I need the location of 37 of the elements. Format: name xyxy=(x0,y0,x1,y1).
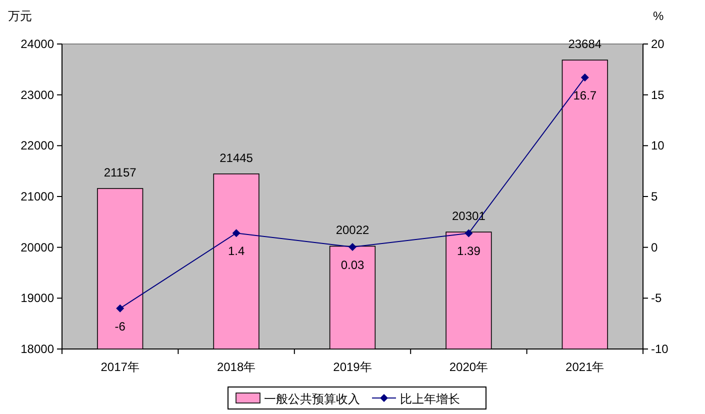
data-label: 21157 xyxy=(104,166,137,180)
point xyxy=(464,229,473,238)
y2-tick-label: 0 xyxy=(651,240,658,254)
y2-tick-label: 20 xyxy=(651,37,665,51)
y-tick-label: 21000 xyxy=(20,190,54,204)
y-tick-label: 19000 xyxy=(20,291,54,306)
data-label: 1.39 xyxy=(457,244,481,258)
y-tick-label: 20000 xyxy=(20,240,54,254)
data-label: 0.03 xyxy=(340,258,364,272)
data-label: 21445 xyxy=(220,150,254,165)
y2-axis-title: % xyxy=(653,9,664,23)
data-label: 1.4 xyxy=(228,244,245,258)
data-label: 23684 xyxy=(568,37,602,52)
y2-tick-label: -10 xyxy=(651,342,669,356)
point xyxy=(116,304,124,312)
legend-label: 比上年增长 xyxy=(400,392,460,406)
y2-tick-label: 10 xyxy=(651,138,665,153)
y2-tick-label: 5 xyxy=(651,190,658,204)
x-tick-label: 2019年 xyxy=(333,360,372,374)
y-tick-label: 22000 xyxy=(20,138,54,153)
x-tick-label: 2020年 xyxy=(449,360,488,374)
y-axis-title: 万元 xyxy=(8,9,32,23)
y-tick-label: 24000 xyxy=(20,37,54,51)
data-label: -6 xyxy=(114,319,126,334)
x-tick-label: 2018年 xyxy=(216,360,256,374)
y2-tick-label: 15 xyxy=(651,88,665,102)
y-tick-label: 23000 xyxy=(20,88,54,102)
y2-tick-label: -5 xyxy=(651,291,662,306)
point xyxy=(348,243,356,252)
data-label: 16.7 xyxy=(573,88,597,103)
data-label: 20022 xyxy=(336,223,370,238)
x-tick-label: 2021年 xyxy=(566,360,604,374)
x-tick-label: 2017年 xyxy=(100,360,140,374)
point xyxy=(232,229,240,238)
y-tick-label: 18000 xyxy=(20,342,54,356)
point xyxy=(580,74,589,82)
legend-label: 一般公共预算收入 xyxy=(264,392,360,406)
